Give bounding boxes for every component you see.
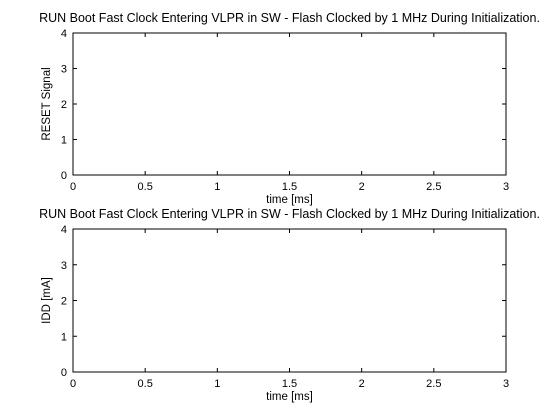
x-tick-label: 2.5 xyxy=(426,378,441,390)
y-tick-label: 2 xyxy=(61,296,67,308)
x-tick-label: 0 xyxy=(70,378,76,390)
x-tick-label: 0 xyxy=(70,181,76,193)
chart-title: RUN Boot Fast Clock Entering VLPR in SW … xyxy=(39,11,540,25)
idd-current-chart: 0 0.5 1 1.5 2 2.5 3 0 1 2 3 4 RUN Boot Fast Clock En… xyxy=(39,207,540,403)
x-tick-label: 2 xyxy=(359,378,365,390)
y-tick-label: 4 xyxy=(61,28,67,40)
x-tick-label: 2 xyxy=(359,181,365,193)
x-tick-label: 0.5 xyxy=(138,378,153,390)
x-tick-label: 1.5 xyxy=(282,181,297,193)
y-tick-label: 2 xyxy=(61,99,67,111)
x-tick-label: 3 xyxy=(503,181,509,193)
y-tick-label: 3 xyxy=(61,64,67,76)
plot-frame xyxy=(72,228,507,373)
reset-signal-chart: 0 0.5 1 1.5 2 2.5 3 0 1 2 3 4 RUN Boot Fast Clock En… xyxy=(39,11,540,206)
y-tick-label: 3 xyxy=(61,260,67,272)
y-tick-label: 4 xyxy=(61,224,67,236)
x-tick-label: 1 xyxy=(214,378,220,390)
x-axis-label: time [ms] xyxy=(266,391,313,403)
y-tick-label: 1 xyxy=(61,331,67,343)
y-tick-label: 1 xyxy=(61,135,67,147)
x-tick-label: 1 xyxy=(214,181,220,193)
x-axis-label: time [ms] xyxy=(266,194,313,206)
x-tick-label: 0.5 xyxy=(138,181,153,193)
y-tick-label: 0 xyxy=(61,367,67,379)
chart-title: RUN Boot Fast Clock Entering VLPR in SW … xyxy=(39,207,540,221)
x-tick-label: 1.5 xyxy=(282,378,297,390)
x-tick-label: 2.5 xyxy=(426,181,441,193)
x-tick-label: 3 xyxy=(503,378,509,390)
plot-frame xyxy=(72,32,507,176)
y-axis-label: IDD [mA] xyxy=(41,277,53,324)
y-tick-label: 0 xyxy=(61,170,67,182)
y-axis-label: RESET Signal xyxy=(41,67,53,140)
